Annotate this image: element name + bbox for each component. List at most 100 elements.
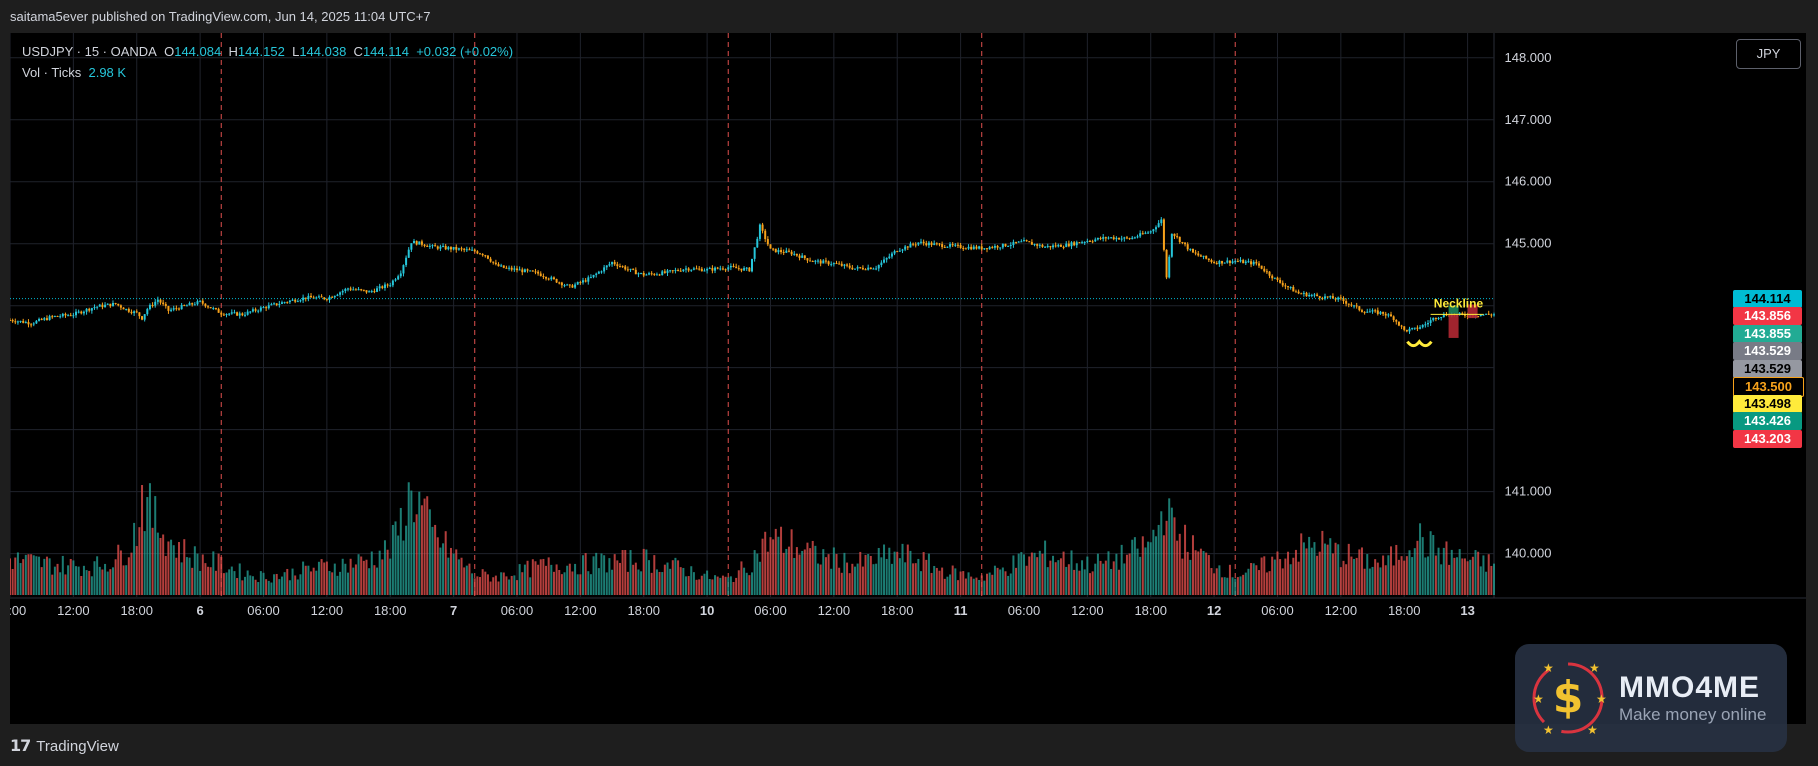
volume-bar (1387, 555, 1390, 595)
volume-bar (418, 491, 421, 595)
volume-bar (695, 579, 698, 595)
candle-body (1170, 233, 1173, 257)
candle-body (254, 309, 257, 311)
volume-bar (201, 554, 204, 595)
candle-body (463, 248, 466, 250)
volume-bar (822, 549, 825, 595)
candle-body (90, 308, 93, 311)
candle-body (1228, 260, 1231, 264)
volume-bar (1110, 568, 1113, 595)
candle-body (233, 312, 236, 314)
volume-bar (706, 570, 709, 595)
volume-bar (114, 559, 117, 595)
candle-body (270, 304, 273, 306)
volume-bar (1054, 562, 1057, 595)
volume-bar (700, 575, 703, 595)
volume-bar (1244, 572, 1247, 595)
candle-body (1273, 277, 1276, 279)
volume-bar (542, 558, 545, 595)
candle-body (661, 271, 664, 276)
volume-bar (1112, 561, 1115, 595)
candle-body (1062, 246, 1065, 248)
volume-bar (1490, 565, 1493, 595)
volume-bar (1104, 560, 1107, 595)
candle-body (861, 267, 864, 270)
volume-label[interactable]: Vol · Ticks (22, 65, 82, 80)
candle-body (1070, 242, 1073, 247)
volume-bar (251, 576, 254, 595)
volume-bar (1094, 563, 1097, 595)
candle-body (1017, 241, 1020, 243)
volume-bar (465, 565, 468, 595)
candle-body (1081, 242, 1084, 244)
candle-body (555, 279, 558, 283)
candle-body (1250, 261, 1253, 265)
volume-bar (584, 553, 587, 595)
volume-bar (43, 558, 46, 595)
candle-body (1419, 327, 1422, 329)
volume-bar (254, 579, 257, 595)
x-tick-label: 6 (197, 603, 204, 618)
candle-body (1125, 237, 1128, 239)
volume-bar (1239, 576, 1242, 595)
candle-body (898, 250, 901, 252)
volume-bar (1152, 529, 1155, 595)
candle-body (296, 301, 299, 303)
volume-bar (1276, 551, 1279, 595)
volume-bar (751, 572, 753, 595)
candle-body (978, 246, 981, 249)
volume-bar (1384, 565, 1387, 595)
price-chart[interactable]: 148.000 147.000 146.000 145.000 141.000 140.0… (10, 33, 1806, 724)
candle-body (1276, 277, 1279, 280)
candle-body (1493, 314, 1495, 316)
candle-body (832, 263, 835, 265)
volume-bar (611, 569, 614, 595)
candle-body (550, 277, 553, 280)
volume-bar (1313, 542, 1316, 595)
volume-bar (360, 556, 363, 595)
candle-body (1226, 260, 1229, 263)
candle-body (537, 271, 540, 274)
volume-bar (840, 572, 843, 595)
volume-bar (344, 563, 347, 595)
candle-body (943, 246, 946, 248)
tradingview-logo[interactable]: 𝟭𝟳 TradingView (10, 733, 119, 759)
volume-bar (1157, 524, 1160, 595)
volume-bar (1316, 555, 1319, 595)
volume-bar (1252, 563, 1255, 595)
candle-body (563, 285, 566, 287)
candle-body (442, 246, 445, 248)
volume-bar (1305, 548, 1308, 595)
candle-body (299, 300, 302, 302)
tradingview-logo-icon: 𝟭𝟳 (10, 738, 31, 755)
volume-bar (1273, 559, 1276, 595)
symbol-label[interactable]: USDJPY · 15 · OANDA (22, 44, 157, 59)
volume-bar (719, 577, 722, 595)
volume-bar (214, 570, 217, 595)
candle-body (1271, 275, 1274, 279)
x-tick-label: 06:00 (247, 603, 280, 618)
candle-body (360, 289, 363, 291)
candle-body (471, 249, 474, 251)
candle-body (386, 284, 389, 286)
candle-body (1279, 279, 1282, 283)
candle-body (1236, 261, 1239, 263)
candle-body (1009, 245, 1012, 247)
candle-body (67, 315, 70, 317)
currency-button[interactable]: JPY (1736, 39, 1801, 69)
candle-body (188, 303, 191, 306)
candle-body (397, 276, 400, 280)
candle-body (787, 250, 790, 252)
volume-bar (246, 570, 249, 595)
candle-body (1057, 244, 1060, 247)
volume-bar (159, 537, 162, 595)
volume-bar (1168, 498, 1171, 595)
volume-bar (637, 569, 640, 595)
volume-bar (1392, 565, 1395, 595)
volume-bar (476, 576, 479, 595)
chart-area[interactable]: 148.000 147.000 146.000 145.000 141.000 140.0… (10, 33, 1806, 724)
candle-body (251, 309, 254, 312)
candle-body (1083, 242, 1086, 244)
candle-body (655, 274, 658, 276)
volume-bar (420, 505, 423, 595)
